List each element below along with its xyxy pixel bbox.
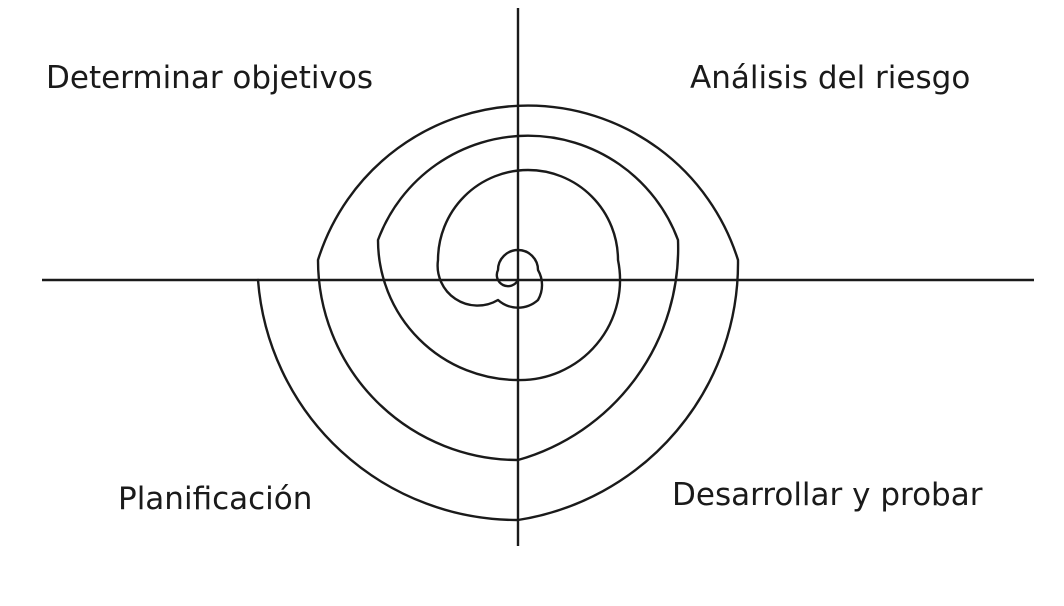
label-desarrollar-y-probar: Desarrollar y probar [672, 477, 983, 513]
label-determinar-objetivos: Determinar objetivos [46, 60, 373, 96]
spiral-curve [256, 104, 740, 522]
label-planificacion: Planificación [118, 481, 312, 517]
label-analisis-del-riesgo: Análisis del riesgo [690, 60, 970, 96]
